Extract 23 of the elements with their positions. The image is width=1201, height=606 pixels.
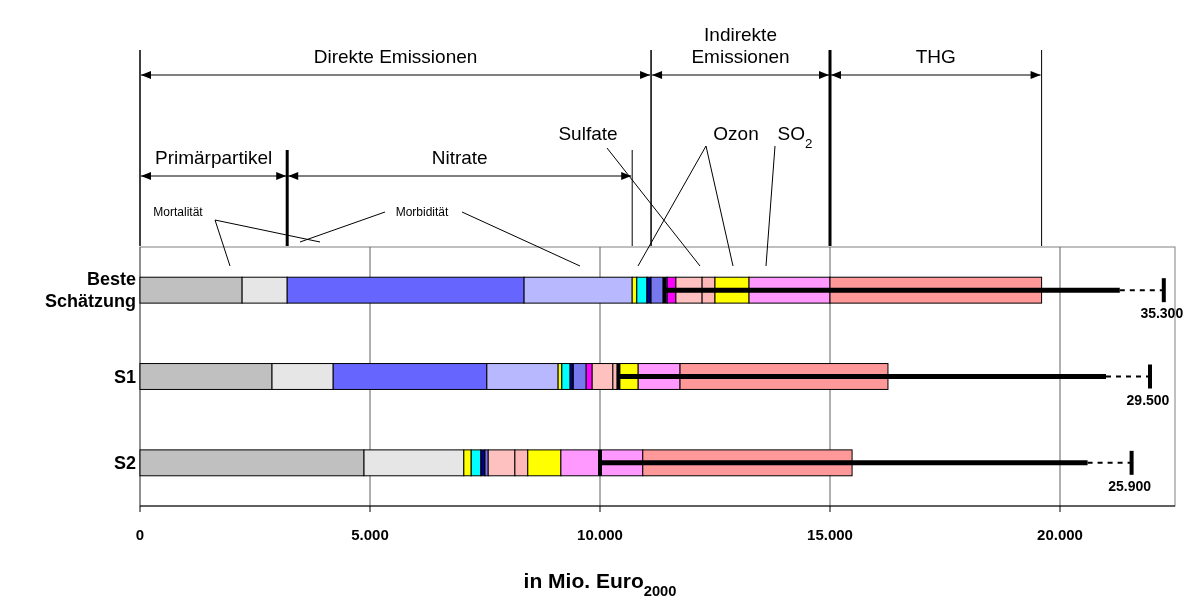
y-tick-label: S2 xyxy=(113,452,136,473)
annotation: 29.500 xyxy=(1126,391,1170,408)
bar xyxy=(636,276,648,304)
y-tick-label: S1 xyxy=(113,366,136,387)
x-tick-label: 20.000 xyxy=(1037,526,1083,543)
x-tick-label: 10.000 xyxy=(577,526,623,543)
text: Nitrate xyxy=(431,147,488,168)
text: Mortalität xyxy=(153,205,204,219)
text: THG xyxy=(915,46,956,67)
text: SO$_{2}$ xyxy=(777,123,813,151)
text: Direkte Emissionen xyxy=(313,46,478,67)
x-tick-label: 0 xyxy=(135,526,145,543)
annotation: 35.300 xyxy=(1140,305,1184,322)
x-axis-title: in Mio. Euro$_{2000}$ xyxy=(523,569,677,599)
annotation: 25.900 xyxy=(1108,477,1152,494)
x-tick-label: 15.000 xyxy=(807,526,853,543)
text: Ozon xyxy=(713,123,759,144)
x-tick-label: 5.000 xyxy=(351,526,389,543)
text: Indirekte Emissionen xyxy=(691,24,790,67)
text: Morbidität xyxy=(395,205,450,219)
text: Primärpartikel xyxy=(155,147,273,168)
y-tick-label: Beste Schätzung xyxy=(44,269,136,312)
text: Sulfate xyxy=(558,123,618,144)
